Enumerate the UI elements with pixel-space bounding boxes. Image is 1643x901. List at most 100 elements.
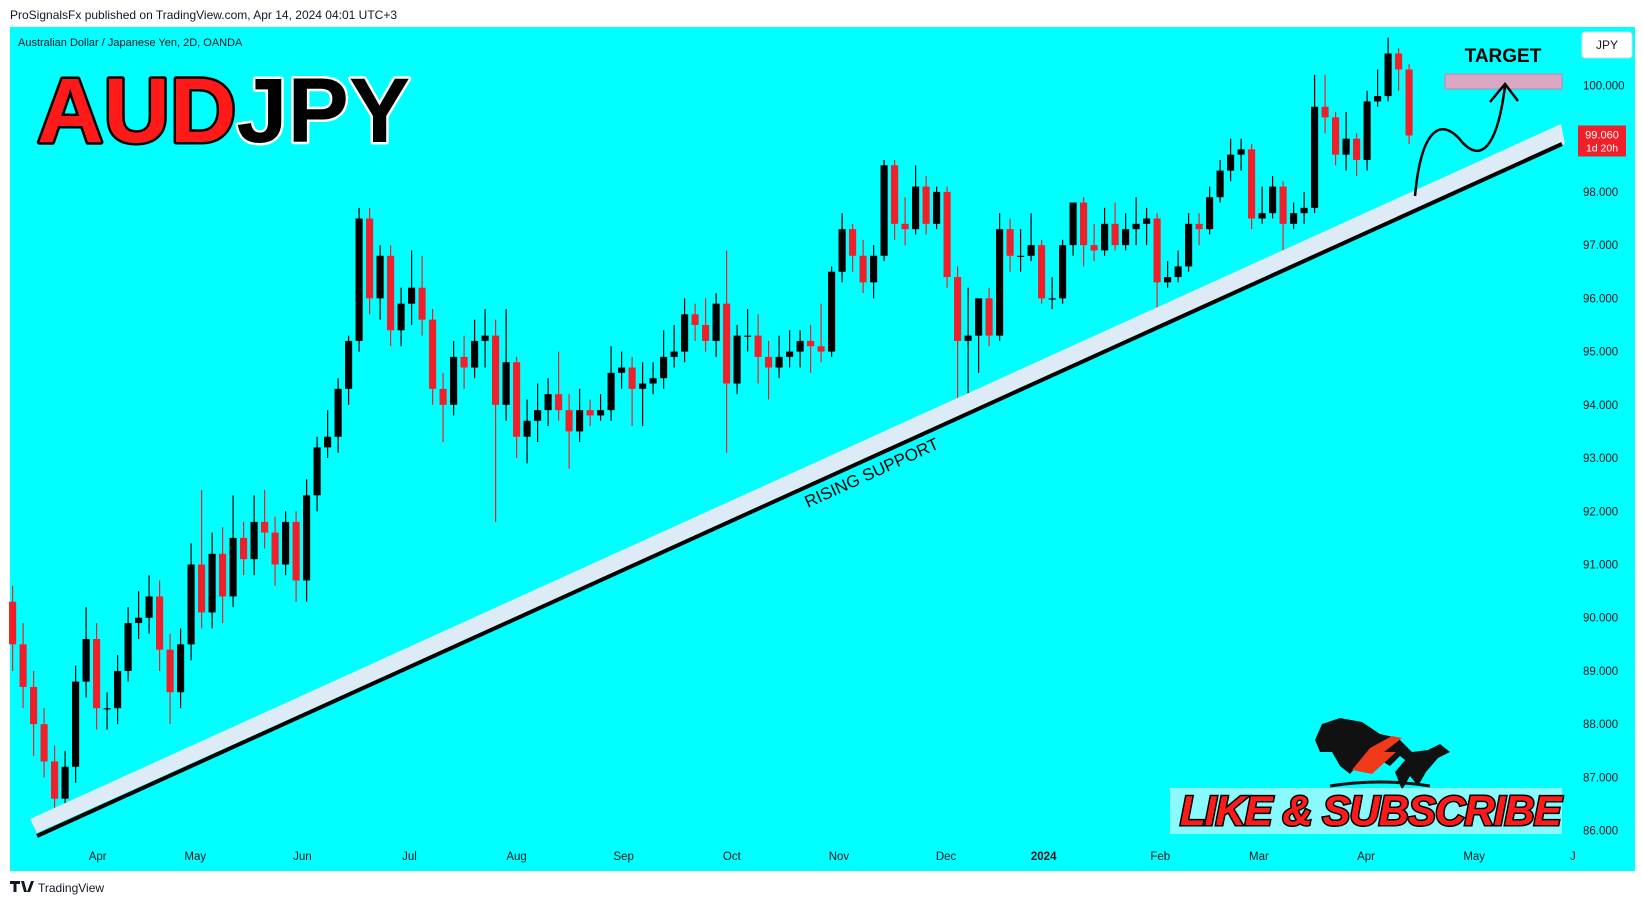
candle-body	[502, 362, 510, 405]
candle-body	[796, 340, 804, 352]
candle-body	[1059, 245, 1067, 299]
x-tick-label: Feb	[1150, 851, 1170, 863]
candle-body	[418, 287, 426, 320]
candle-body	[177, 644, 185, 693]
candle-body	[628, 367, 636, 389]
plot-area: 86.000 87.000 88.000 89.000 90.000 91.000 92.0…	[9, 37, 1626, 863]
candle-body	[576, 410, 584, 432]
candle-body	[1248, 149, 1256, 219]
x-tick-label: Nov	[829, 851, 850, 863]
candle-body	[712, 303, 720, 341]
candle-body	[1006, 229, 1014, 256]
candle-body	[1038, 245, 1046, 299]
candle-body	[807, 340, 815, 347]
y-tick-label: 89.000	[1583, 666, 1618, 678]
x-tick-label: Jul	[402, 851, 417, 863]
candle-body	[649, 378, 657, 384]
cta-text: LIKE & SUBSCRIBE	[1180, 787, 1564, 834]
candle-body	[439, 388, 447, 405]
candle-body	[618, 367, 626, 373]
logo-swoosh	[1329, 780, 1431, 788]
y-tick-label: 88.000	[1583, 719, 1618, 731]
candle-body	[838, 229, 846, 272]
candle-body	[1195, 223, 1203, 230]
candle-body	[229, 537, 237, 597]
candle-body	[460, 356, 468, 368]
candle-body	[166, 649, 174, 693]
candle-body	[691, 314, 699, 325]
candle-body	[366, 218, 374, 299]
y-tick-label: 91.000	[1583, 559, 1618, 571]
candle-body	[775, 356, 783, 368]
currency-label[interactable]: JPY	[1596, 38, 1618, 52]
publish-info: ProSignalsFx published on TradingView.co…	[10, 8, 397, 22]
candle-body	[912, 186, 920, 230]
x-tick-label: Jun	[293, 851, 312, 863]
candle-body	[754, 335, 762, 357]
candle-body	[271, 532, 279, 565]
candle-body	[1290, 213, 1298, 224]
candle-body	[1069, 202, 1077, 246]
y-tick-label: 97.000	[1583, 240, 1618, 252]
candle-body	[1216, 170, 1224, 198]
candle-body	[723, 303, 731, 384]
y-tick-label: 87.000	[1583, 772, 1618, 784]
candle-body	[1206, 197, 1214, 230]
currency-button[interactable]	[1581, 31, 1633, 59]
candle-body	[817, 346, 825, 352]
candle-body	[765, 356, 773, 368]
candle-body	[1174, 266, 1182, 278]
candle-body	[408, 287, 416, 304]
candle-body	[1279, 186, 1287, 224]
candle-body	[282, 521, 290, 565]
candle-body	[901, 223, 909, 230]
candle-body	[1185, 223, 1193, 267]
candle-body	[828, 271, 836, 352]
x-tick-label: Apr	[89, 851, 107, 863]
candle-body	[429, 319, 437, 389]
candle-body	[1122, 229, 1130, 246]
candle-body	[1395, 53, 1403, 70]
x-tick-label: 2024	[1031, 851, 1057, 863]
candle-body	[208, 553, 216, 613]
last-price-tag	[1578, 125, 1626, 157]
candle-body	[219, 553, 227, 597]
candle-body	[145, 596, 153, 618]
candle-body	[51, 761, 59, 799]
symbol-quote: JPY	[236, 60, 410, 162]
candle-body	[985, 298, 993, 336]
x-tick-label: May	[184, 851, 206, 863]
candle-body	[471, 340, 479, 368]
projection-arrow	[1413, 85, 1507, 197]
candle-body	[324, 436, 332, 448]
candle-body	[61, 766, 69, 799]
x-tick-label: Dec	[936, 851, 957, 863]
candle-body	[954, 277, 962, 341]
candle-body	[313, 447, 321, 496]
candle-body	[1153, 218, 1161, 283]
candle-body	[891, 165, 899, 224]
candle-body	[124, 623, 132, 671]
candle-body	[1258, 213, 1266, 219]
candle-body	[198, 564, 206, 613]
candle-body	[1017, 255, 1025, 257]
y-tick-label: 94.000	[1583, 400, 1618, 412]
support-band	[30, 124, 1565, 833]
y-tick-label: 96.000	[1583, 293, 1618, 305]
candle-body	[1227, 154, 1235, 171]
candle-body	[744, 335, 752, 337]
candle-body	[555, 394, 563, 411]
candle-body	[586, 410, 594, 416]
candle-body	[534, 410, 542, 421]
candle-body	[9, 601, 17, 645]
candle-body	[397, 303, 405, 331]
candle-body	[1321, 106, 1329, 118]
candle-body	[975, 298, 983, 336]
candle-body	[996, 229, 1004, 336]
candle-body	[1363, 101, 1371, 160]
y-tick-label: 100.000	[1583, 80, 1625, 92]
candle-body	[19, 644, 27, 687]
candle-body	[544, 394, 552, 411]
candle-body	[943, 191, 951, 278]
